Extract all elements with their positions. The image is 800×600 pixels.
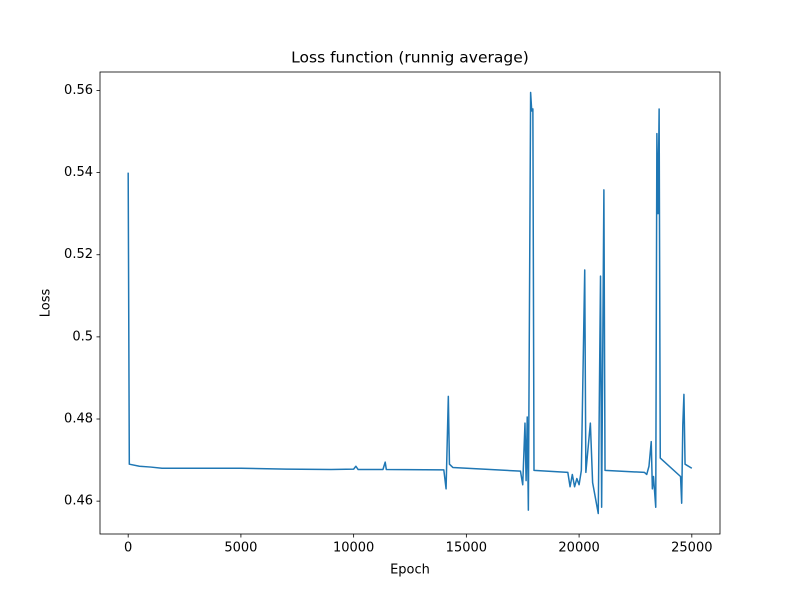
line [127, 91, 693, 515]
y-tick-label: 0.48 [64, 412, 93, 427]
y-tick-label: 0.54 [64, 165, 93, 180]
y-tick-label: 0.56 [64, 83, 93, 98]
y-tick-label: 0.5 [72, 329, 93, 344]
x-tick-label: 5000 [224, 541, 257, 556]
chart-title: Loss function (runnig average) [291, 49, 529, 67]
x-axis-label: Epoch [390, 563, 430, 578]
y-axis-label: Loss [39, 289, 54, 318]
x-tick-label: 15000 [446, 541, 487, 556]
x-tick-label: 20000 [558, 541, 599, 556]
x-tick-label: 10000 [333, 541, 374, 556]
x-tick-label: 25000 [671, 541, 712, 556]
y-tick-label: 0.46 [64, 494, 93, 509]
plot-frame [99, 71, 721, 535]
x-tick-label: 0 [124, 541, 132, 556]
y-tick-label: 0.52 [64, 247, 93, 262]
